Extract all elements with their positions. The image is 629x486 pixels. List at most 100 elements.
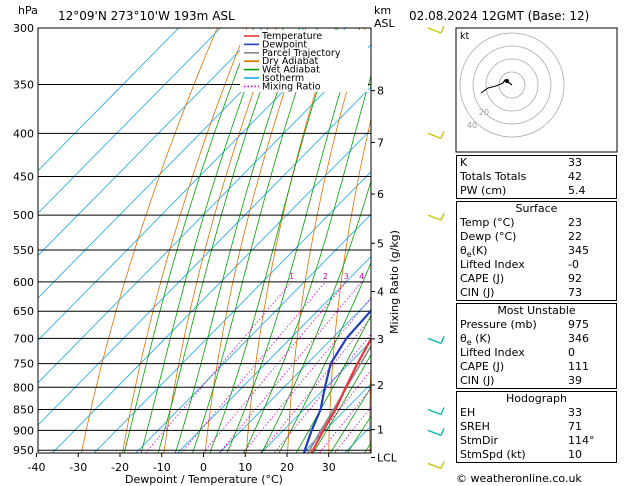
- temperature-tick-label: 0: [200, 461, 207, 474]
- pressure-tick-label: 850: [13, 403, 34, 416]
- table-row: StmSpd (kt) 10: [457, 448, 616, 462]
- isotherm-line: [38, 28, 221, 214]
- mixing-ratio-label: 10: [409, 272, 419, 281]
- table-row: Temp (°C) 23: [457, 216, 616, 230]
- row-value: 92: [568, 272, 582, 285]
- pressure-tick-label: 550: [13, 244, 34, 257]
- wind-barb: [427, 131, 445, 140]
- hodograph-ring-label: 40: [467, 121, 477, 130]
- hodograph-box: Hodograph EH 33 SREH 71 StmDir 114° StmSpd (kt)…: [456, 391, 617, 463]
- wet-adiabat-line: [346, 415, 371, 453]
- hodograph-frame: [455, 27, 618, 153]
- isotherm-line: [38, 28, 263, 257]
- mixing-ratio-label: 1: [289, 272, 294, 281]
- row-value: 5.4: [568, 184, 586, 197]
- wind-barb: [427, 461, 445, 470]
- hodograph-ring: [485, 58, 539, 112]
- dry-adiabat-line: [625, 28, 629, 469]
- height-tick-label: 3: [377, 333, 384, 346]
- isotherm-line: [38, 28, 179, 172]
- hodograph-storm-trace: [480, 82, 504, 94]
- temperature-tick-label: -20: [111, 461, 129, 474]
- section-title: Surface: [515, 202, 558, 215]
- hodograph-unit-label: kt: [460, 31, 470, 42]
- asl-unit-label: ASL: [374, 17, 396, 30]
- row-label: EH: [460, 406, 476, 419]
- hodograph-storm-marker: [505, 79, 509, 83]
- row-label: StmDir: [460, 434, 499, 447]
- row-value: -0: [568, 258, 579, 271]
- pressure-tick-label: 300: [13, 22, 34, 35]
- wet-adiabat-line: [329, 386, 371, 453]
- mixing-ratio-label: 16: [437, 272, 447, 281]
- row-value: 346: [568, 332, 589, 345]
- row-label: Temp (°C): [460, 216, 515, 229]
- pressure-tick-label: 350: [13, 78, 34, 91]
- hodograph-ring: [472, 45, 552, 125]
- height-tick-label: 8: [377, 85, 384, 98]
- row-label: θe (K): [460, 332, 491, 348]
- wet-adiabat-line: [295, 314, 371, 453]
- row-label: Lifted Index: [460, 258, 525, 271]
- legend-label: Parcel Trajectory: [262, 48, 341, 59]
- height-tick-label: 1: [377, 424, 384, 437]
- km-unit-label: km: [374, 4, 391, 17]
- legend-label: Isotherm: [262, 73, 304, 84]
- row-label: CIN (J): [460, 286, 495, 299]
- temperature-tick-label: 20: [280, 461, 294, 474]
- table-row: EH 33: [457, 406, 616, 420]
- pressure-tick-label: 950: [13, 444, 34, 457]
- row-value: 22: [568, 230, 582, 243]
- table-row: CIN (J) 39: [457, 374, 616, 388]
- temperature-tick-label: -10: [153, 461, 171, 474]
- dry-adiabat-line: [81, 28, 218, 453]
- date-label: 02.08.2024 12GMT (Base: 12): [409, 9, 589, 23]
- row-value: 975: [568, 318, 589, 331]
- legend-label: Mixing Ratio: [262, 81, 321, 92]
- dry-adiabat-line: [369, 358, 371, 453]
- wet-adiabat-line: [312, 353, 371, 453]
- mixing-ratio-line: [259, 317, 371, 453]
- temperature-tick-label: -30: [69, 461, 87, 474]
- table-row: CAPE (J) 92: [457, 272, 616, 286]
- indices-table: K 33 Totals Totals 42 PW (cm) 5.4 Surface Temp…: [456, 155, 617, 465]
- hodograph-ring: [459, 32, 565, 138]
- isotherm-line: [260, 340, 371, 453]
- wind-barb: [427, 407, 445, 416]
- legend-label: Dry Adiabat: [262, 56, 319, 67]
- pressure-tick-label: 400: [13, 127, 34, 140]
- row-label: Lifted Index: [460, 346, 525, 359]
- temperature-line: [310, 336, 371, 453]
- mixing-ratio-axis-label: Mixing Ratio (g/kg): [388, 230, 401, 334]
- mixing-ratio-label: 4: [359, 272, 364, 281]
- mixing-ratio-label: 2: [323, 272, 328, 281]
- temperature-tick-label: -40: [28, 461, 46, 474]
- pressure-tick-label: 800: [13, 381, 34, 394]
- isotherm-line: [38, 86, 371, 426]
- mixing-ratio-line: [334, 406, 371, 453]
- wind-barbs: [427, 25, 445, 470]
- dry-adiabat-line: [409, 28, 454, 469]
- row-label: K: [460, 156, 468, 169]
- dry-adiabat-line: [287, 28, 366, 453]
- pressure-tick-label: 700: [13, 332, 34, 345]
- wind-barb: [427, 428, 445, 437]
- legend-label: Dewpoint: [262, 39, 307, 50]
- legend-label: Temperature: [261, 31, 322, 42]
- table-row: Totals Totals 42: [457, 170, 616, 184]
- table-row: PW (cm) 5.4: [457, 184, 616, 198]
- height-tick-label: 6: [377, 188, 384, 201]
- row-value: 111: [568, 360, 589, 373]
- pressure-tick-label: 750: [13, 358, 34, 371]
- row-label: θe(K): [460, 244, 488, 260]
- row-label: Pressure (mb): [460, 318, 537, 331]
- legend-label: Wet Adiabat: [262, 65, 320, 76]
- row-value: 0: [568, 346, 575, 359]
- isotherm-line: [51, 128, 371, 453]
- table-row: K 33: [457, 156, 616, 170]
- location-label: 12°09'N 273°10'W 193m ASL: [58, 9, 235, 23]
- mixing-ratio-label: 6: [382, 272, 387, 281]
- table-row: CAPE (J) 111: [457, 360, 616, 374]
